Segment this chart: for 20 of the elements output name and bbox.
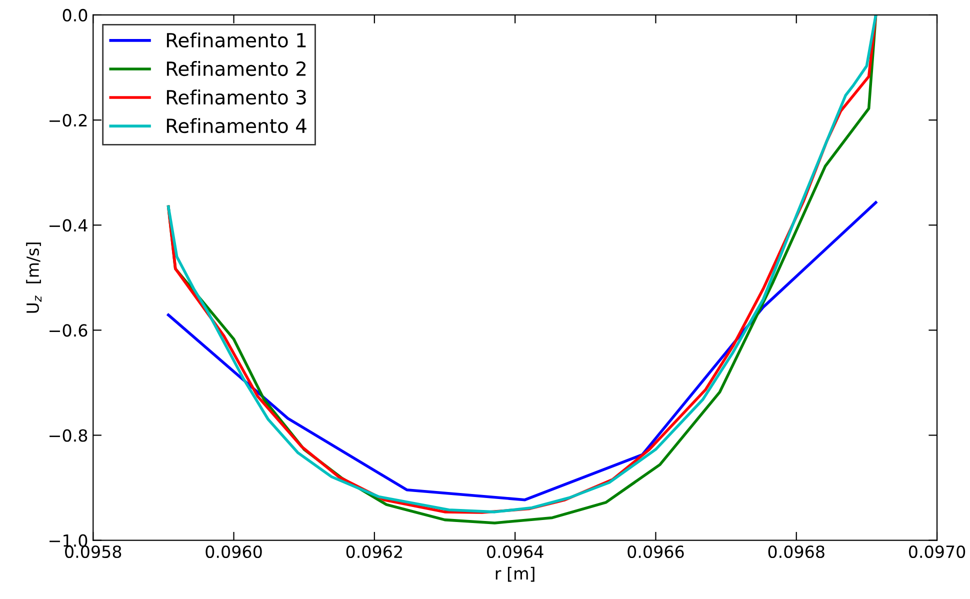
x-tick-label: 0.0968 <box>768 545 824 558</box>
legend-label: Refinamento 4 <box>166 118 306 134</box>
x-axis-title: r [m] <box>496 566 534 582</box>
x-tick-label: 0.0958 <box>65 545 122 558</box>
y-tick-label: 0.0 <box>62 8 88 22</box>
x-tick-label: 0.0970 <box>908 545 966 558</box>
y-axis-title: U$_{z}$ [m/s] <box>26 242 42 313</box>
y-tick-label: −0.2 <box>50 114 87 127</box>
x-tick-label: 0.0966 <box>628 545 684 558</box>
legend-label: Refinamento 3 <box>166 90 306 105</box>
y-tick-label: −0.4 <box>50 219 88 232</box>
y-tick-label: −1.0 <box>50 534 88 547</box>
line-series <box>166 201 878 502</box>
x-tick-label: 0.0962 <box>346 545 402 558</box>
y-tick-label: −0.6 <box>50 324 88 337</box>
x-tick-label: 0.0964 <box>487 545 544 558</box>
legend-label: Refinamento 1 <box>166 32 306 48</box>
y-tick-label: −0.8 <box>50 429 88 442</box>
x-tick-label: 0.0960 <box>206 545 262 558</box>
legend-label: Refinamento 2 <box>166 61 306 76</box>
